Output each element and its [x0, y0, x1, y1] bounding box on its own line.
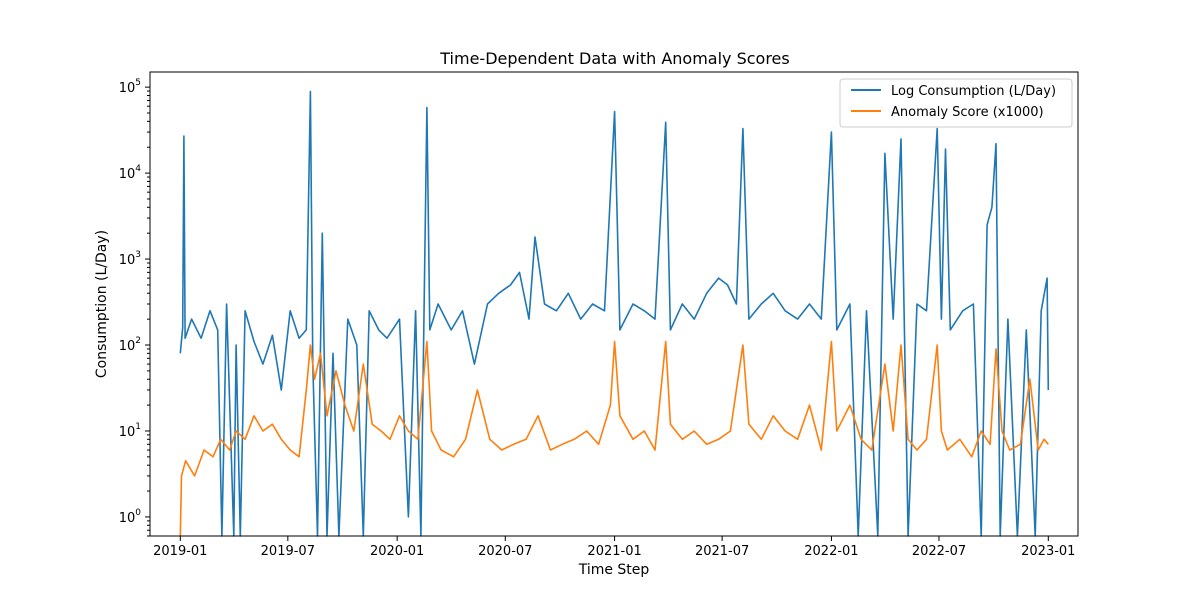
chart-title: Time-Dependent Data with Anomaly Scores — [439, 49, 789, 68]
x-tick-label: 2022-07 — [912, 544, 966, 559]
y-tick-label: 103 — [119, 250, 141, 268]
y-tick-label: 104 — [119, 164, 142, 182]
y-axis-title: Consumption (L/Day) — [94, 230, 110, 378]
x-tick-label: 2023-01 — [1021, 544, 1075, 559]
x-tick-label: 2020-01 — [370, 544, 424, 559]
y-axis: 100 101 102 103 104 105 — [119, 78, 150, 537]
x-tick-label: 2021-01 — [587, 544, 641, 559]
x-axis: 2019-01 2019-07 2020-01 2020-07 2021-01 2021-… — [153, 536, 1075, 559]
series-layer — [179, 90, 1050, 537]
plot-area — [149, 71, 1079, 537]
y-tick-label: 101 — [119, 422, 141, 440]
x-tick-label: 2019-01 — [153, 544, 207, 559]
y-tick-label: 105 — [119, 78, 141, 96]
legend-label-anomaly: Anomaly Score (x1000) — [891, 105, 1044, 120]
legend-label-consumption: Log Consumption (L/Day) — [891, 84, 1056, 99]
legend: Log Consumption (L/Day) Anomaly Score (x… — [839, 78, 1073, 128]
y-tick-label: 100 — [119, 508, 142, 526]
series-line-anomaly — [179, 340, 1049, 537]
x-tick-label: 2020-07 — [478, 544, 532, 559]
legend-box — [839, 78, 1073, 128]
series-line-consumption — [179, 90, 1050, 537]
x-tick-label: 2022-01 — [804, 544, 858, 559]
x-axis-title: Time Step — [578, 562, 650, 578]
x-tick-label: 2019-07 — [261, 544, 315, 559]
x-tick-label: 2021-07 — [695, 544, 749, 559]
plot-frame — [149, 71, 1079, 537]
y-tick-label: 102 — [119, 336, 141, 354]
